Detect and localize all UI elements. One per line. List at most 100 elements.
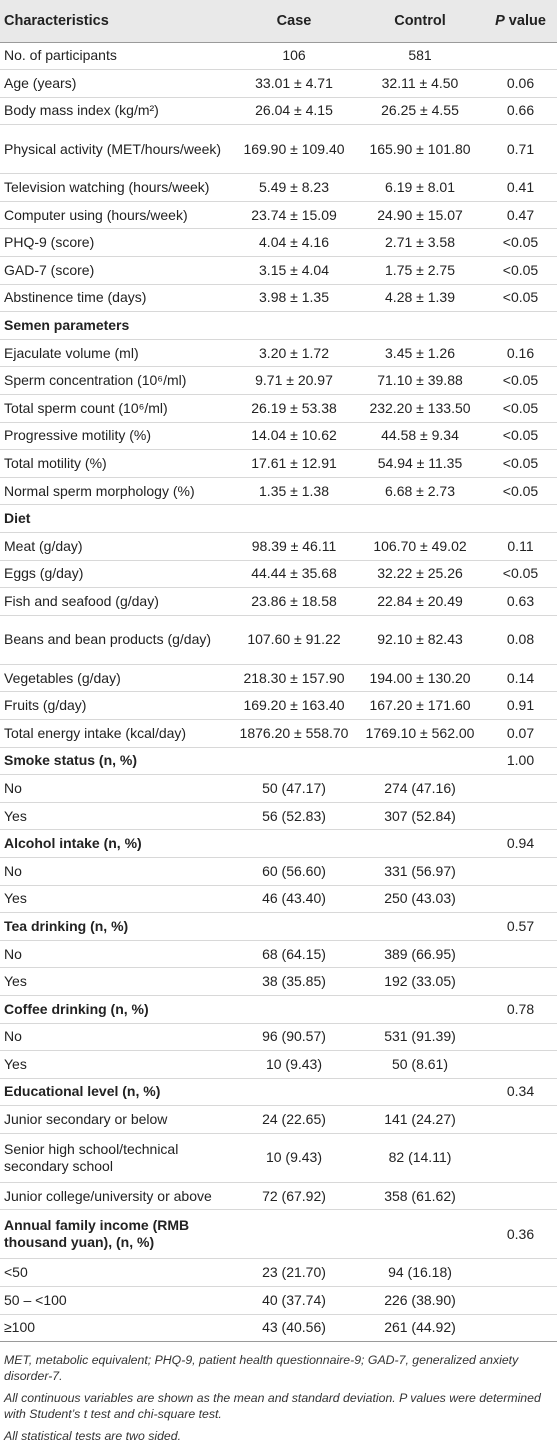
control-value: 167.20 ± 171.60 (369, 697, 471, 714)
row-label: PHQ-9 (score) (4, 234, 95, 251)
p-value (484, 857, 557, 885)
control-value: 22.84 ± 20.49 (377, 592, 463, 609)
p-value: 0.71 (506, 140, 535, 157)
table-row: <50 23 (21.70) 94 (16.18) (0, 1259, 557, 1287)
case-value: 3.15 ± 4.04 (259, 261, 329, 278)
header-p-value: P value (484, 0, 557, 43)
control-value: 50 (8.61) (391, 1055, 449, 1072)
case-value: 50 (47.17) (262, 779, 326, 796)
case-value (232, 913, 356, 941)
control-value: 194.00 ± 130.20 (369, 669, 471, 686)
p-value: <0.05 (502, 482, 539, 499)
case-value: 169.90 ± 109.40 (243, 140, 345, 157)
table-row: Junior college/university or above 72 (67… (0, 1182, 557, 1210)
table-row: Meat (g/day) 98.39 ± 46.11 106.70 ± 49.02 0… (0, 533, 557, 561)
p-value (484, 42, 557, 70)
case-value: 60 (56.60) (262, 862, 326, 879)
p-value: 0.41 (506, 179, 535, 196)
row-label: Body mass index (kg/m²) (4, 102, 159, 119)
control-value: 6.68 ± 2.73 (385, 482, 455, 499)
p-value: 0.34 (506, 1083, 535, 1100)
table-row: Total energy intake (kcal/day) 1876.20 ± … (0, 719, 557, 748)
table-row: Computer using (hours/week) 23.74 ± 15.09… (0, 201, 557, 229)
p-value (484, 802, 557, 830)
p-value (484, 1287, 557, 1315)
case-value: 5.49 ± 8.23 (259, 179, 329, 196)
row-label: Tea drinking (n, %) (4, 917, 129, 934)
section-row: Diet (0, 505, 557, 533)
case-value: 68 (64.15) (262, 945, 326, 962)
p-value (484, 968, 557, 996)
control-value: 165.90 ± 101.80 (369, 140, 471, 157)
case-value: 23 (21.70) (262, 1264, 326, 1281)
footnote: All continuous variables are shown as th… (4, 1391, 541, 1422)
p-value (484, 775, 557, 803)
row-label: No. of participants (4, 47, 117, 64)
control-value (356, 312, 484, 340)
control-value: 71.10 ± 39.88 (377, 372, 463, 389)
case-value (232, 747, 356, 775)
case-value: 46 (43.40) (262, 890, 326, 907)
row-label: Educational level (n, %) (4, 1083, 161, 1100)
case-value (232, 1210, 356, 1259)
table-row: GAD-7 (score) 3.15 ± 4.04 1.75 ± 2.75 <0.05 (0, 257, 557, 285)
table-row: PHQ-9 (score) 4.04 ± 4.16 2.71 ± 3.58 <0.05 (0, 229, 557, 257)
control-value: 44.58 ± 9.34 (381, 427, 459, 444)
row-label: Physical activity (MET/hours/week) (4, 140, 222, 157)
p-value: <0.05 (502, 234, 539, 251)
p-value: 0.91 (506, 697, 535, 714)
control-value: 92.10 ± 82.43 (377, 631, 463, 648)
control-value: 226 (38.90) (384, 1291, 456, 1308)
row-label: Abstinence time (days) (4, 289, 147, 306)
control-value: 24.90 ± 15.07 (377, 206, 463, 223)
control-value: 94 (16.18) (388, 1264, 452, 1281)
p-value: <0.05 (502, 399, 539, 416)
control-value (356, 995, 484, 1023)
p-value: 0.36 (506, 1225, 535, 1242)
header-row: Characteristics Case Control P value (0, 0, 557, 43)
row-label: 50 – <100 (4, 1291, 67, 1308)
control-value: 6.19 ± 8.01 (385, 179, 455, 196)
case-value: 10 (9.43) (265, 1149, 323, 1166)
section-row: Alcohol intake (n, %) 0.94 (0, 830, 557, 858)
header-characteristics: Characteristics (0, 0, 232, 43)
table-row: Sperm concentration (10⁶/ml) 9.71 ± 20.97… (0, 367, 557, 395)
control-value: 358 (61.62) (384, 1187, 456, 1204)
case-value: 1876.20 ± 558.70 (239, 724, 349, 741)
control-value (356, 505, 484, 533)
case-value (232, 830, 356, 858)
section-row: Annual family income (RMB thousand yuan)… (0, 1210, 557, 1259)
case-value: 169.20 ± 163.40 (243, 697, 345, 714)
control-value: 389 (66.95) (384, 945, 456, 962)
p-value: 0.07 (506, 724, 535, 741)
case-value: 43 (40.56) (262, 1319, 326, 1336)
control-value (356, 913, 484, 941)
row-label: Progressive motility (%) (4, 427, 152, 444)
table-row: Senior high school/technical secondary s… (0, 1133, 557, 1183)
table-row: Vegetables (g/day) 218.30 ± 157.90 194.00 … (0, 664, 557, 692)
row-label: Total energy intake (kcal/day) (4, 724, 187, 741)
case-value (232, 505, 356, 533)
footnote: MET, metabolic equivalent; PHQ-9, patien… (4, 1353, 519, 1384)
case-value: 72 (67.92) (262, 1187, 326, 1204)
p-value: <0.05 (502, 455, 539, 472)
case-value: 4.04 ± 4.16 (259, 234, 329, 251)
table-row: Fish and seafood (g/day) 23.86 ± 18.58 22.… (0, 588, 557, 616)
control-value: 1.75 ± 2.75 (385, 261, 455, 278)
row-label: Normal sperm morphology (%) (4, 482, 195, 499)
p-value: 0.14 (506, 669, 535, 686)
control-value: 2.71 ± 3.58 (385, 234, 455, 251)
row-label: Television watching (hours/week) (4, 179, 210, 196)
control-value: 32.11 ± 4.50 (381, 74, 459, 91)
header-control: Control (356, 0, 484, 43)
row-label: No (4, 862, 22, 879)
table-row: No 68 (64.15) 389 (66.95) (0, 940, 557, 968)
table-row: Beans and bean products (g/day) 107.60 ± … (0, 615, 557, 665)
table-row: Age (years) 33.01 ± 4.71 32.11 ± 4.50 0.06 (0, 70, 557, 98)
p-value (484, 1259, 557, 1287)
row-label: Total motility (%) (4, 455, 107, 472)
section-row: Smoke status (n, %) 1.00 (0, 747, 557, 775)
table-row: Junior secondary or below 24 (22.65) 141 (… (0, 1106, 557, 1134)
header-p-italic: P (495, 12, 505, 29)
p-value (484, 312, 557, 340)
